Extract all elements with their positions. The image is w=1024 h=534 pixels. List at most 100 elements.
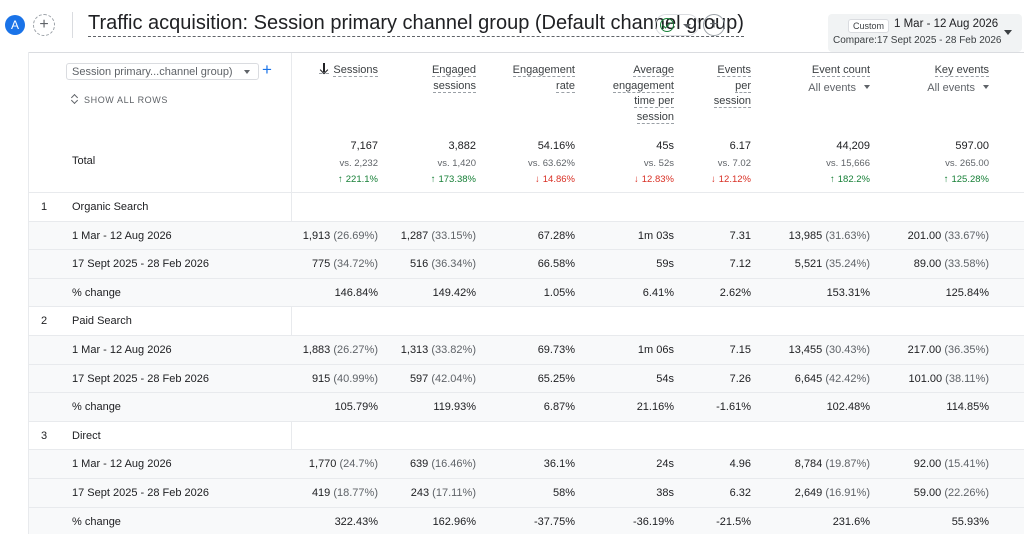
table-top-border — [28, 52, 1024, 53]
table-row: 17 Sept 2025 - 28 Feb 2026 775 (34.72%) 51… — [29, 249, 1024, 278]
channel-name[interactable]: Organic Search — [72, 201, 149, 213]
table-row: % change 322.43% 162.96% -37.75% -36.19% -21.… — [29, 506, 1024, 534]
channel-name[interactable]: Paid Search — [72, 315, 132, 328]
metric-header-text: engagement — [612, 79, 674, 93]
table-cell: 6,645 (42.42%) — [740, 373, 870, 385]
table-cell: 65.25% — [465, 373, 575, 385]
metric-header-text: session — [636, 110, 674, 124]
metric-header[interactable]: Engaged sessions — [386, 63, 476, 94]
metric-header[interactable]: Engagement rate — [485, 63, 575, 94]
cell-share: (33.58%) — [941, 258, 989, 271]
metric-header-text: time per — [634, 95, 674, 108]
event-filter-dropdown[interactable]: All events — [879, 81, 989, 97]
row-label: 1 Mar - 12 Aug 2026 — [72, 229, 172, 242]
header-divider — [72, 12, 73, 38]
cell-value: -1.61% — [716, 401, 751, 414]
data-table: Session primary...channel group) + SHOW … — [29, 53, 1024, 534]
column-divider — [291, 193, 292, 221]
primary-dimension-select[interactable]: Session primary...channel group) — [66, 63, 259, 80]
table-cell: 231.6% — [740, 516, 870, 528]
metric-header-text: Key events — [934, 64, 989, 77]
add-secondary-dimension-button[interactable]: + — [262, 61, 272, 79]
event-filter-dropdown[interactable]: All events — [760, 81, 870, 97]
row-label: 1 Mar - 12 Aug 2026 — [72, 343, 172, 356]
table-cell: 217.00 (36.35%) — [859, 344, 989, 356]
plus-icon: + — [262, 60, 272, 79]
cell-share: (16.91%) — [822, 486, 870, 499]
chevron-down-icon — [683, 24, 691, 28]
table-cell: 322.43% — [268, 516, 378, 528]
table-cell: -21.5% — [661, 516, 751, 528]
row-label: 1 Mar - 12 Aug 2026 — [72, 458, 172, 471]
table-cell: 125.84% — [859, 287, 989, 299]
table-row-group[interactable]: 2 Paid Search — [29, 306, 1024, 335]
cell-value: 13,985 — [788, 229, 823, 242]
total-previous-value: vs. 1,420 — [437, 158, 476, 169]
cell-share: (35.24%) — [822, 258, 870, 271]
row-index: 3 — [41, 429, 48, 442]
customize-report-button[interactable]: + — [703, 14, 725, 36]
metric-header-line: Engaged — [386, 63, 476, 79]
cell-share: (30.43%) — [822, 343, 870, 356]
metric-header-line: Average — [584, 63, 674, 79]
chevron-down-icon — [864, 84, 870, 89]
metric-header[interactable]: Event count All events — [760, 63, 870, 96]
table-row: 1 Mar - 12 Aug 2026 1,883 (26.27%) 1,313 (… — [29, 334, 1024, 364]
table-row-group[interactable]: 1 Organic Search — [29, 192, 1024, 221]
cell-value: 915 — [311, 372, 331, 385]
table-cell: 38s — [564, 487, 674, 499]
table-cell: 1m 06s — [564, 344, 674, 356]
metric-header[interactable]: Average engagement time per session — [584, 63, 674, 125]
row-label: % change — [72, 401, 121, 414]
metric-header-text: per — [735, 79, 751, 93]
metric-header[interactable]: Key events All events — [879, 63, 989, 96]
plus-icon: + — [39, 16, 49, 33]
cell-value: 69.73% — [537, 343, 575, 356]
metric-header-line: Events — [681, 63, 751, 79]
total-cell: 45s vs. 52s 12.83% — [584, 140, 674, 185]
show-all-rows-button[interactable]: SHOW ALL ROWS — [71, 94, 168, 105]
metric-header-text: sessions — [433, 79, 476, 93]
table-cell: 13,455 (30.43%) — [740, 344, 870, 356]
cell-value: 639 — [409, 458, 429, 471]
table-cell: 1,287 (33.15%) — [366, 230, 476, 242]
metric-header[interactable]: Sessions — [288, 63, 378, 79]
row-label: 17 Sept 2025 - 28 Feb 2026 — [72, 486, 209, 499]
add-comparison-button[interactable]: + — [33, 14, 55, 36]
cell-value: 7.12 — [729, 258, 751, 271]
table-cell: 59.00 (22.26%) — [859, 487, 989, 499]
account-avatar[interactable]: A — [5, 15, 25, 35]
arrow-down-icon[interactable] — [319, 63, 330, 74]
metric-header-text: Event count — [811, 64, 870, 77]
page-title[interactable]: Traffic acquisition: Session primary cha… — [88, 11, 744, 37]
metric-header-line: session — [584, 110, 674, 126]
date-range-text: 1 Mar - 12 Aug 2026 — [894, 18, 999, 30]
table-cell: 201.00 (33.67%) — [859, 230, 989, 242]
table-cell: 89.00 (33.58%) — [859, 258, 989, 270]
cell-value: 119.93% — [433, 401, 476, 414]
date-range-picker[interactable]: Custom 1 Mar - 12 Aug 2026 Compare:17 Se… — [828, 14, 1022, 52]
table-row: 1 Mar - 12 Aug 2026 1,770 (24.7%) 639 (16.… — [29, 449, 1024, 478]
table-cell: 6.32 — [661, 487, 751, 499]
cell-share: (38.11%) — [942, 372, 989, 385]
table-cell: 24s — [564, 458, 674, 470]
table-cell: 6.87% — [465, 401, 575, 413]
cell-value: 162.96% — [432, 515, 476, 528]
total-previous-value: vs. 7.02 — [717, 158, 751, 169]
total-value: 597.00 — [955, 140, 989, 152]
channel-name[interactable]: Direct — [72, 429, 101, 442]
table-cell: 36.1% — [465, 458, 575, 470]
table-cell: 54s — [564, 373, 674, 385]
unfold-icon — [71, 94, 79, 104]
cell-value: 54s — [656, 372, 674, 385]
cell-value: 2.62% — [719, 286, 751, 299]
cell-value: 4.96 — [729, 458, 751, 471]
cell-share: (36.34%) — [428, 258, 476, 271]
report-status-dropdown[interactable] — [655, 14, 699, 36]
metric-header-line: Engagement — [485, 63, 575, 79]
table-row-group[interactable]: 3 Direct — [29, 420, 1024, 450]
metric-header[interactable]: Events per session — [681, 63, 751, 110]
total-value: 54.16% — [537, 140, 575, 152]
metric-header-text: Events — [717, 64, 751, 77]
cell-value: 146.84% — [334, 286, 378, 299]
